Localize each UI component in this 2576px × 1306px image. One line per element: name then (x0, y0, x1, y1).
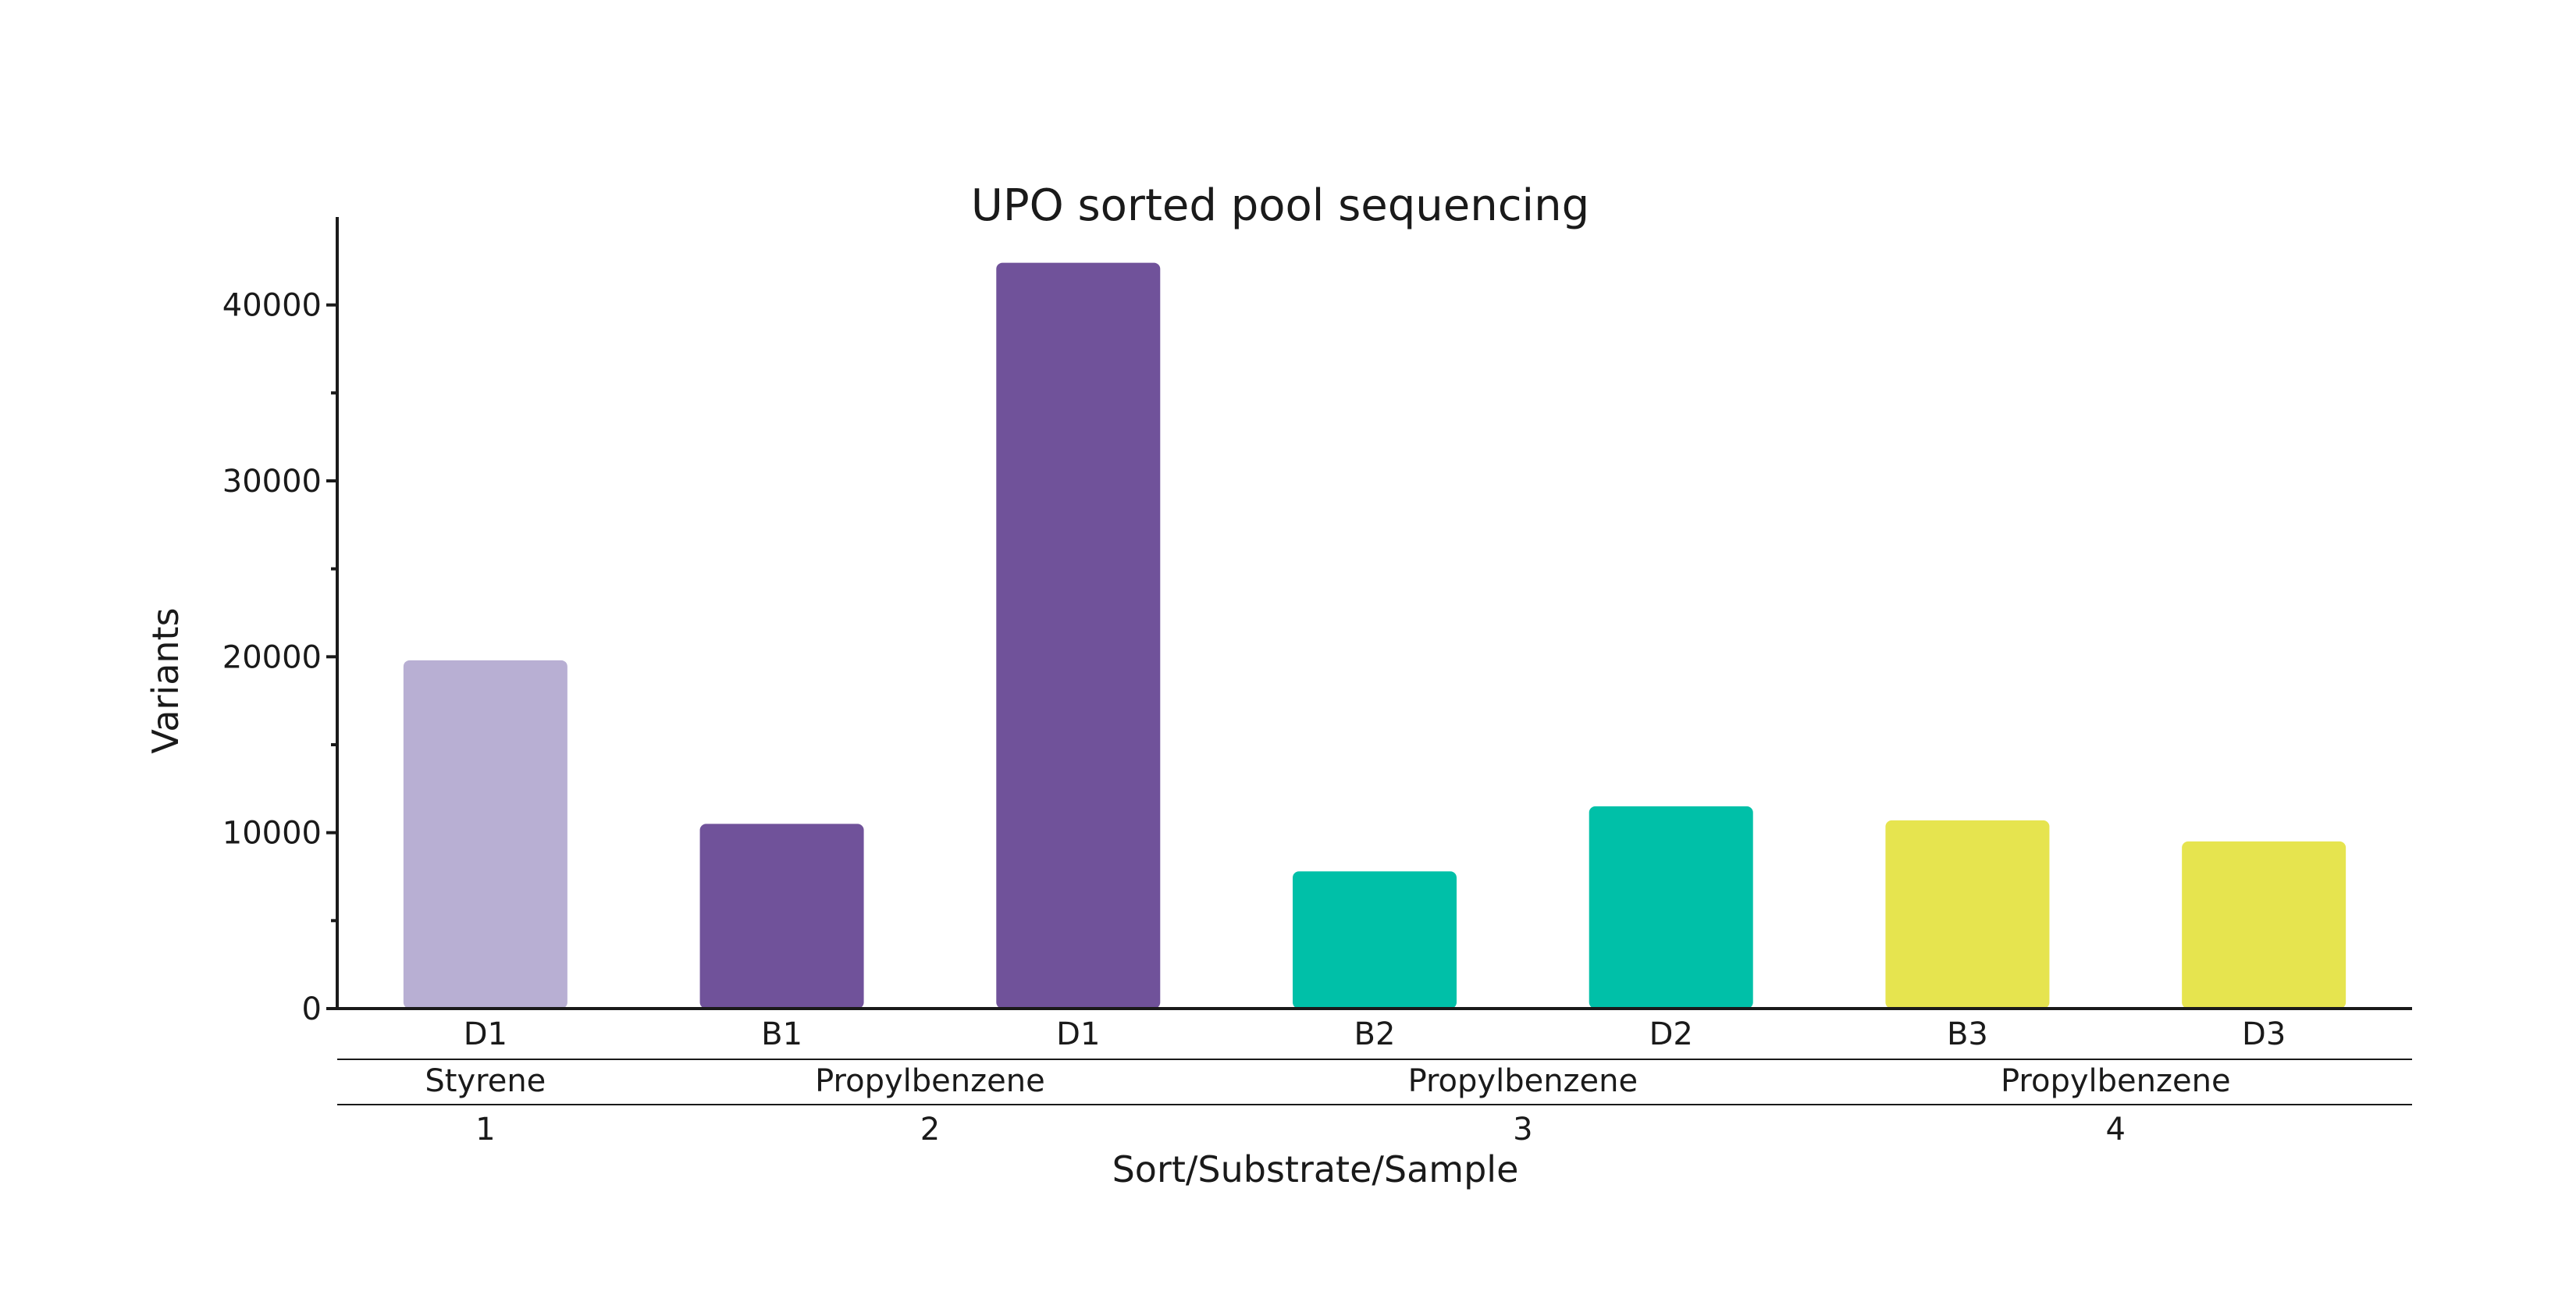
bar (1589, 806, 1753, 1009)
y-tick-label: 10000 (222, 816, 322, 852)
substrate-label: Propylbenzene (1408, 1063, 1638, 1099)
substrate-label: Propylbenzene (815, 1063, 1045, 1099)
x-axis: D1 B1 D1 B2 D2 B3 D3 Styrene Propylbenzene Propyl… (326, 1007, 2412, 1148)
bar (1293, 871, 1457, 1009)
y-axis: 0 10000 20000 30000 40000 (222, 217, 339, 1027)
x-category-label: B1 (761, 1016, 802, 1052)
x-category-label: D2 (1649, 1016, 1693, 1052)
bar (699, 824, 864, 1009)
x-category-label: D1 (464, 1016, 507, 1052)
bar (403, 660, 568, 1009)
sort-label: 3 (1513, 1112, 1532, 1148)
y-axis-title: Variants (144, 607, 187, 753)
sort-label: 1 (475, 1112, 495, 1148)
y-tick-label: 0 (302, 991, 322, 1027)
x-category-label: D3 (2242, 1016, 2286, 1052)
y-tick-label: 30000 (222, 464, 322, 500)
chart-title: UPO sorted pool sequencing (971, 180, 1589, 231)
sort-label: 2 (920, 1112, 940, 1148)
x-category-label: B3 (1947, 1016, 1988, 1052)
bars (403, 262, 2347, 1009)
bar (2182, 841, 2347, 1009)
y-tick-label: 20000 (222, 639, 322, 675)
bar (1885, 820, 2050, 1009)
bar (996, 262, 1161, 1009)
x-category-label: D1 (1056, 1016, 1100, 1052)
x-category-label: B2 (1354, 1016, 1396, 1052)
sort-label: 4 (2106, 1112, 2126, 1148)
x-axis-title: Sort/Substrate/Sample (1112, 1148, 1519, 1190)
substrate-label: Styrene (425, 1063, 546, 1099)
substrate-label: Propylbenzene (2001, 1063, 2231, 1099)
y-tick-label: 40000 (222, 288, 322, 324)
